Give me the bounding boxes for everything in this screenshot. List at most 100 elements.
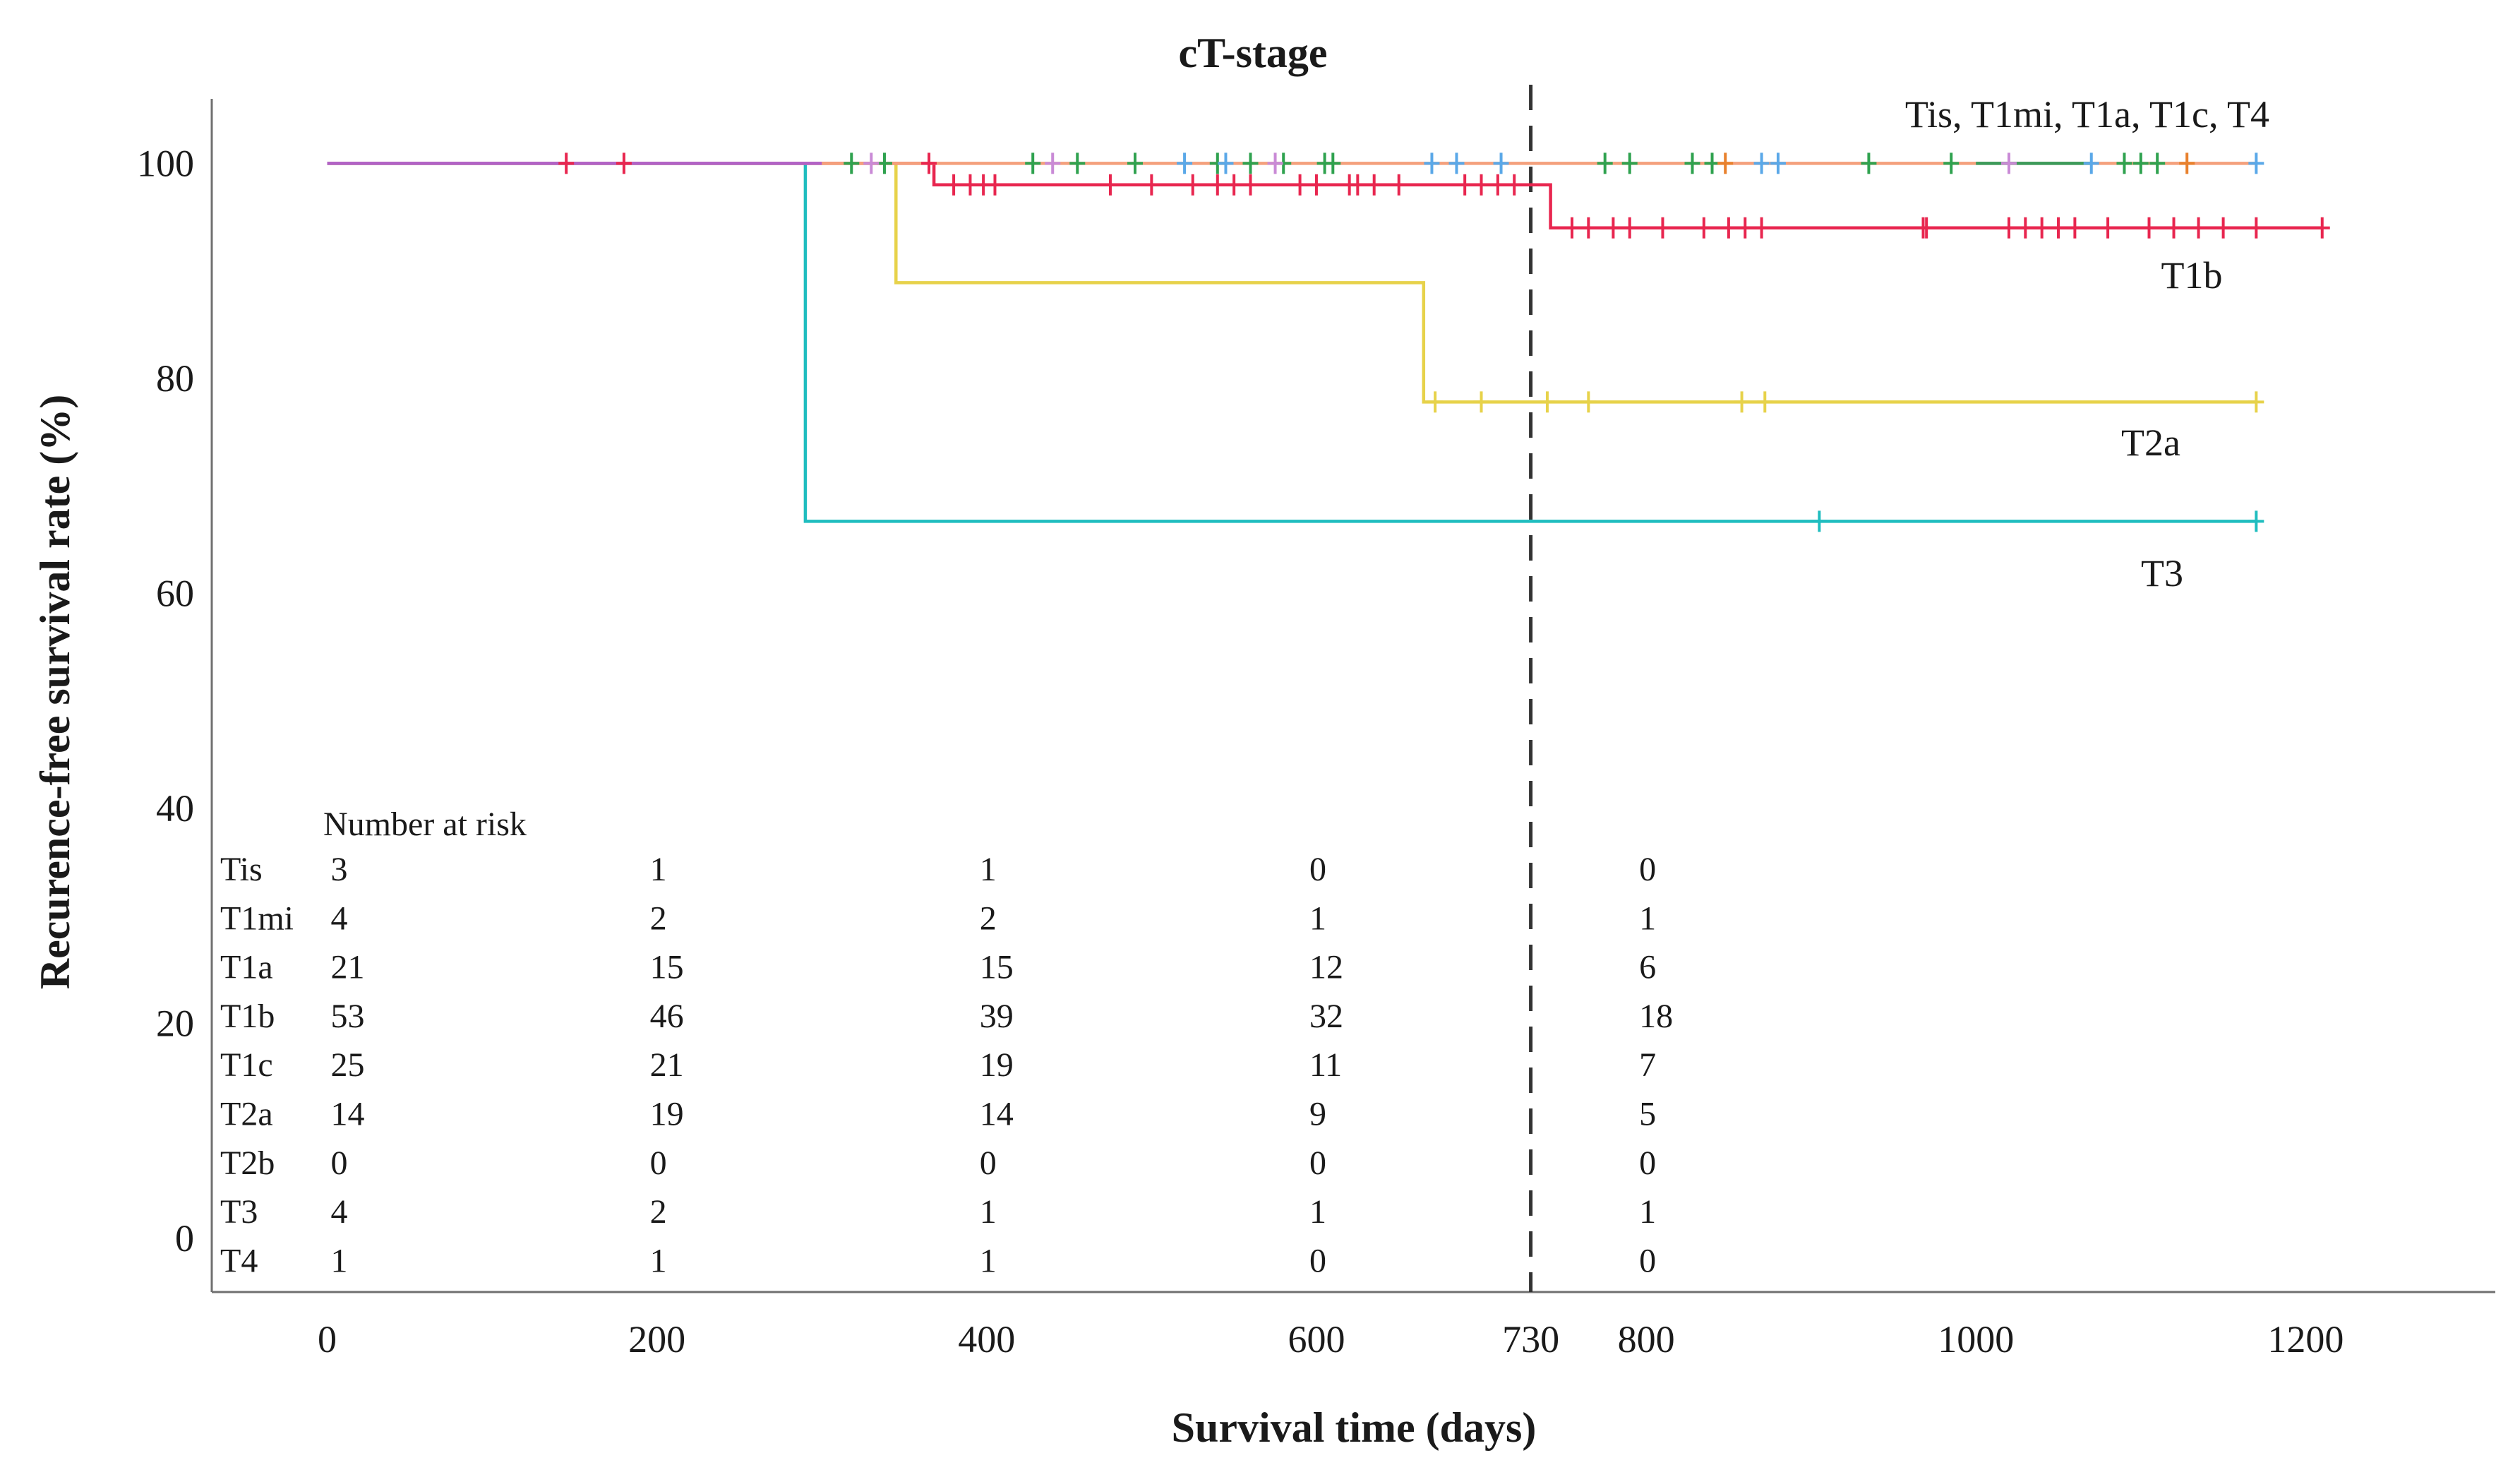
censor-mark (1144, 174, 1160, 196)
censor-mark (1025, 153, 1041, 174)
censor-mark (1457, 174, 1473, 196)
censor-mark (1493, 153, 1509, 174)
censor-mark (1366, 174, 1382, 196)
risk-row-label: T1b (220, 998, 275, 1035)
censor-mark (558, 153, 575, 174)
risk-cell: 9 (1309, 1096, 1326, 1133)
risk-row-label: T4 (220, 1242, 258, 1279)
risk-cell: 14 (331, 1096, 365, 1133)
censor-mark (1427, 391, 1444, 413)
censor-mark (1753, 153, 1770, 174)
censor-mark (1757, 391, 1773, 413)
censor-mark (1684, 153, 1700, 174)
risk-cell: 1 (331, 1242, 348, 1279)
risk-cell: 0 (1639, 851, 1656, 888)
censor-mark (1209, 174, 1225, 196)
risk-cell: 1 (1309, 1193, 1326, 1231)
y-axis-title: Recurence-free survival rate (%) (32, 395, 78, 989)
censor-mark (1564, 217, 1580, 239)
x-tick-label: 400 (958, 1318, 1015, 1361)
x-tick-label: 1000 (1938, 1318, 2014, 1361)
censor-mark (2000, 217, 2017, 239)
risk-row-label: T3 (220, 1193, 258, 1231)
censor-mark (1069, 153, 1086, 174)
x-tick-label: 800 (1618, 1318, 1675, 1361)
risk-cell: 11 (1309, 1046, 1342, 1084)
censor-mark (1424, 153, 1440, 174)
risk-row-label: T2b (220, 1144, 275, 1182)
survival-curves (327, 162, 2322, 523)
survival-curve-t2a (327, 162, 2257, 404)
censor-mark (2000, 153, 2017, 174)
censor-mark (2116, 153, 2132, 174)
risk-cell: 15 (650, 949, 684, 986)
risk-cell: 6 (1639, 949, 1656, 986)
x-tick-labels: 0 200 400 600 730 800 1000 1200 (318, 1318, 2344, 1361)
risk-cell: 19 (980, 1046, 1014, 1084)
censor-mark (2248, 510, 2264, 532)
censor-mark (1943, 153, 1960, 174)
x-tick-label: 600 (1288, 1318, 1345, 1361)
risk-cell: 2 (650, 899, 667, 937)
curve-label-group: Tis, T1mi, T1a, T1c, T4 (1905, 93, 2269, 136)
risk-table-title: Number at risk (323, 806, 527, 843)
risk-cell: 4 (331, 899, 348, 937)
y-tick-label: 100 (137, 142, 194, 184)
censor-mark (1753, 217, 1770, 239)
risk-cell: 0 (1639, 1144, 1656, 1182)
risk-cell: 15 (980, 949, 1014, 986)
censor-mark (2248, 153, 2264, 174)
risk-cell: 2 (980, 899, 997, 937)
censor-mark (2190, 217, 2207, 239)
risk-cell: 0 (1639, 1242, 1656, 1279)
censor-mark (2034, 217, 2050, 239)
censor-mark (2248, 217, 2264, 239)
risk-cell: 1 (980, 851, 997, 888)
censor-mark (1919, 217, 1935, 239)
risk-row-label: T1c (220, 1046, 273, 1084)
censor-mark (1218, 153, 1234, 174)
risk-cell: 1 (1639, 899, 1656, 937)
censor-mark (1102, 174, 1118, 196)
censor-mark (1292, 174, 1308, 196)
x-tick-label: 1200 (2267, 1318, 2344, 1361)
censor-marks (558, 153, 2330, 532)
censor-mark (1325, 153, 1341, 174)
censor-mark (863, 153, 880, 174)
censor-mark (987, 174, 1003, 196)
censor-mark (1350, 174, 1366, 196)
risk-cell: 7 (1639, 1046, 1656, 1084)
risk-cell: 4 (331, 1193, 348, 1231)
risk-cell: 1 (1639, 1193, 1656, 1231)
risk-cell: 32 (1309, 998, 1343, 1035)
risk-cell: 1 (650, 1242, 667, 1279)
curve-label-t2a: T2a (2121, 421, 2180, 464)
risk-cell: 21 (331, 949, 365, 986)
censor-mark (1267, 153, 1283, 174)
censor-mark (1242, 174, 1259, 196)
censor-mark (1580, 391, 1597, 413)
censor-mark (1621, 217, 1638, 239)
risk-cell: 18 (1639, 998, 1673, 1035)
censor-mark (2314, 217, 2330, 239)
censor-mark (1473, 174, 1489, 196)
censor-mark (2215, 217, 2231, 239)
risk-row-label: T1mi (220, 899, 294, 937)
x-tick-label: 730 (1502, 1318, 1559, 1361)
censor-mark (1597, 153, 1613, 174)
y-tick-label: 60 (156, 572, 194, 614)
censor-mark (1391, 174, 1407, 196)
censor-mark (1242, 153, 1259, 174)
risk-cell: 53 (331, 998, 365, 1035)
y-tick-label: 40 (156, 787, 194, 830)
censor-mark (616, 153, 632, 174)
chart-title: cT-stage (1178, 30, 1327, 76)
risk-cell: 0 (1309, 1242, 1326, 1279)
curve-label-t3: T3 (2141, 552, 2183, 594)
censor-mark (2083, 153, 2099, 174)
risk-cell: 39 (980, 998, 1014, 1035)
censor-mark (1861, 153, 1877, 174)
censor-mark (1811, 510, 1828, 532)
